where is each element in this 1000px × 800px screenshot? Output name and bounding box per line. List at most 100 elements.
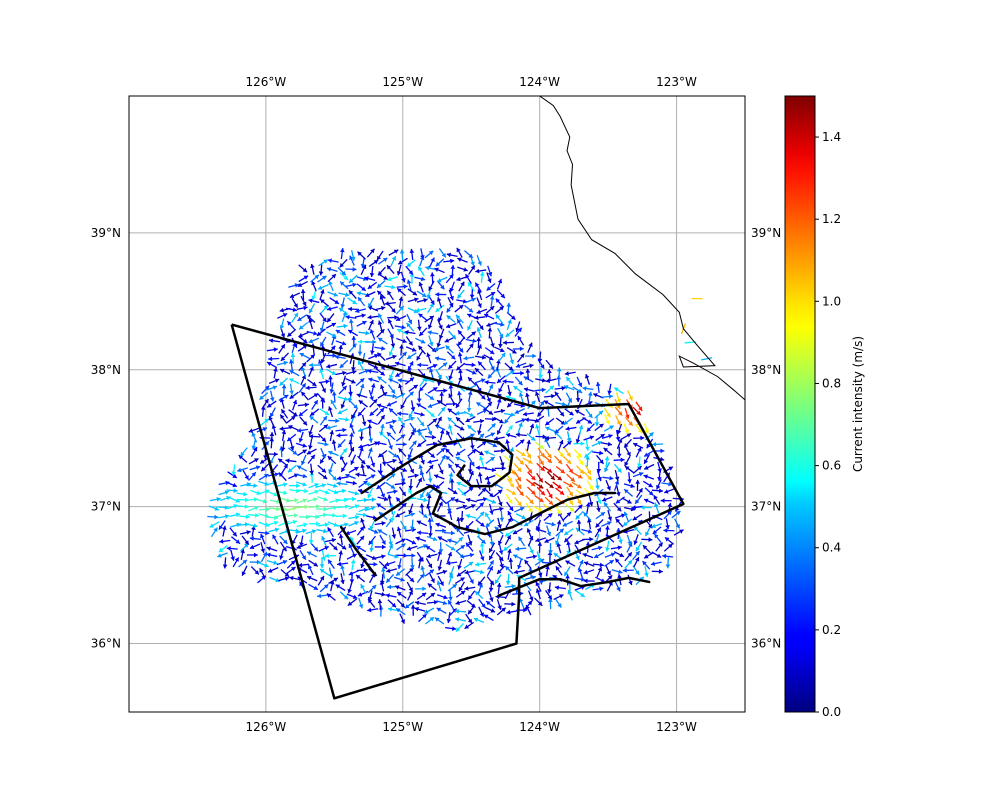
current-vector-head bbox=[369, 525, 374, 531]
current-vector-head bbox=[437, 278, 442, 283]
current-vector-head bbox=[272, 534, 277, 540]
current-vector-head bbox=[654, 533, 659, 539]
current-vector-head bbox=[604, 467, 609, 473]
current-vector-head bbox=[323, 496, 328, 502]
current-vector-head bbox=[614, 480, 620, 485]
current-vector-head bbox=[348, 571, 354, 576]
current-vector-head bbox=[633, 442, 638, 448]
current-vector-head bbox=[378, 337, 383, 342]
current-vector-head bbox=[481, 441, 487, 446]
current-vector-head bbox=[488, 384, 494, 389]
current-vector-head bbox=[398, 416, 403, 422]
current-vector-head bbox=[566, 459, 572, 464]
current-vector-head bbox=[367, 424, 373, 429]
current-vector-head bbox=[421, 592, 427, 598]
current-vector-head bbox=[321, 388, 326, 393]
current-vector-head bbox=[416, 398, 422, 403]
current-vector-head bbox=[437, 400, 442, 405]
current-vector-head bbox=[626, 433, 632, 438]
current-vector-head bbox=[347, 601, 353, 606]
current-vector-head bbox=[276, 499, 281, 504]
current-vector-head bbox=[315, 504, 320, 509]
current-vector-head bbox=[264, 418, 269, 423]
current-vector-head bbox=[429, 395, 435, 400]
current-vector-head bbox=[339, 307, 344, 313]
current-vector-head bbox=[313, 497, 318, 502]
current-vector-head bbox=[281, 384, 287, 389]
current-vector-head bbox=[409, 377, 414, 382]
current-vector-head bbox=[588, 485, 593, 491]
current-vector-head bbox=[605, 525, 610, 530]
current-vector-head bbox=[457, 319, 462, 324]
current-vector-head bbox=[344, 522, 349, 527]
current-vector-head bbox=[651, 523, 656, 529]
current-vector-head bbox=[643, 474, 648, 479]
current-vector-head bbox=[508, 558, 514, 563]
colorbar-tick-label: 1.0 bbox=[822, 294, 841, 308]
current-vector-head bbox=[448, 574, 454, 579]
current-vector-head bbox=[540, 466, 545, 471]
current-vector-head bbox=[630, 483, 635, 489]
current-vector-head bbox=[450, 497, 455, 502]
current-vector-head bbox=[302, 338, 308, 344]
current-vector-head bbox=[502, 379, 507, 384]
current-vector-head bbox=[413, 384, 418, 390]
current-vector-head bbox=[381, 521, 386, 526]
current-vector-head bbox=[338, 345, 343, 350]
current-vector-head bbox=[378, 470, 384, 475]
current-vector-head bbox=[430, 592, 435, 598]
current-vector-head bbox=[547, 594, 552, 600]
current-vector-head bbox=[644, 452, 649, 457]
current-vector-head bbox=[333, 505, 338, 511]
current-vector-head bbox=[607, 390, 612, 395]
current-vector-head bbox=[477, 344, 482, 349]
current-vector-head bbox=[547, 369, 552, 374]
current-vector-head bbox=[281, 409, 286, 414]
current-vector-head bbox=[652, 529, 658, 534]
current-vector-head bbox=[644, 498, 649, 503]
current-vector-head bbox=[438, 501, 443, 507]
current-vector-head bbox=[467, 313, 472, 318]
current-vector-head bbox=[479, 433, 485, 439]
current-vector-head bbox=[361, 421, 367, 426]
current-vector-head bbox=[254, 458, 259, 463]
current-vector-head bbox=[565, 560, 570, 565]
current-vector-head bbox=[360, 584, 365, 589]
lon-tick-label-top: 125°W bbox=[382, 75, 423, 89]
current-vector-head bbox=[279, 307, 285, 313]
current-vector-head bbox=[435, 261, 441, 267]
current-vector-head bbox=[461, 491, 466, 496]
current-vector-head bbox=[357, 251, 362, 256]
current-vector-head bbox=[469, 579, 474, 584]
current-vector-head bbox=[301, 362, 307, 367]
current-vector-head bbox=[403, 284, 408, 289]
current-vector-head bbox=[420, 276, 426, 282]
current-vector-head bbox=[499, 347, 505, 353]
current-vector-head bbox=[470, 261, 475, 266]
current-vector-head bbox=[547, 468, 553, 473]
current-vector-head bbox=[388, 351, 394, 356]
colorbar-tick-label: 0.4 bbox=[822, 541, 841, 555]
current-vector-head bbox=[327, 456, 333, 461]
current-vector-head bbox=[539, 460, 544, 466]
current-vector-head bbox=[251, 472, 256, 477]
current-vector-head bbox=[287, 468, 293, 473]
current-vector-head bbox=[544, 538, 549, 543]
current-vector-head bbox=[664, 489, 669, 494]
current-vector-head bbox=[409, 577, 414, 583]
current-vector-head bbox=[437, 566, 443, 571]
current-vector-head bbox=[319, 368, 324, 374]
current-vector-head bbox=[426, 494, 432, 499]
current-vector-head bbox=[455, 617, 460, 622]
current-vector-head bbox=[617, 411, 623, 416]
current-vector-head bbox=[320, 358, 326, 364]
current-vector-head bbox=[377, 352, 382, 358]
current-vector-head bbox=[477, 289, 482, 294]
current-vector-head bbox=[237, 467, 242, 473]
current-vector-head bbox=[616, 398, 621, 403]
current-vector-head bbox=[409, 468, 414, 474]
current-vector-head bbox=[381, 554, 386, 559]
current-vector-head bbox=[510, 470, 515, 475]
current-vector-head bbox=[380, 384, 385, 390]
current-vector-head bbox=[609, 475, 614, 481]
